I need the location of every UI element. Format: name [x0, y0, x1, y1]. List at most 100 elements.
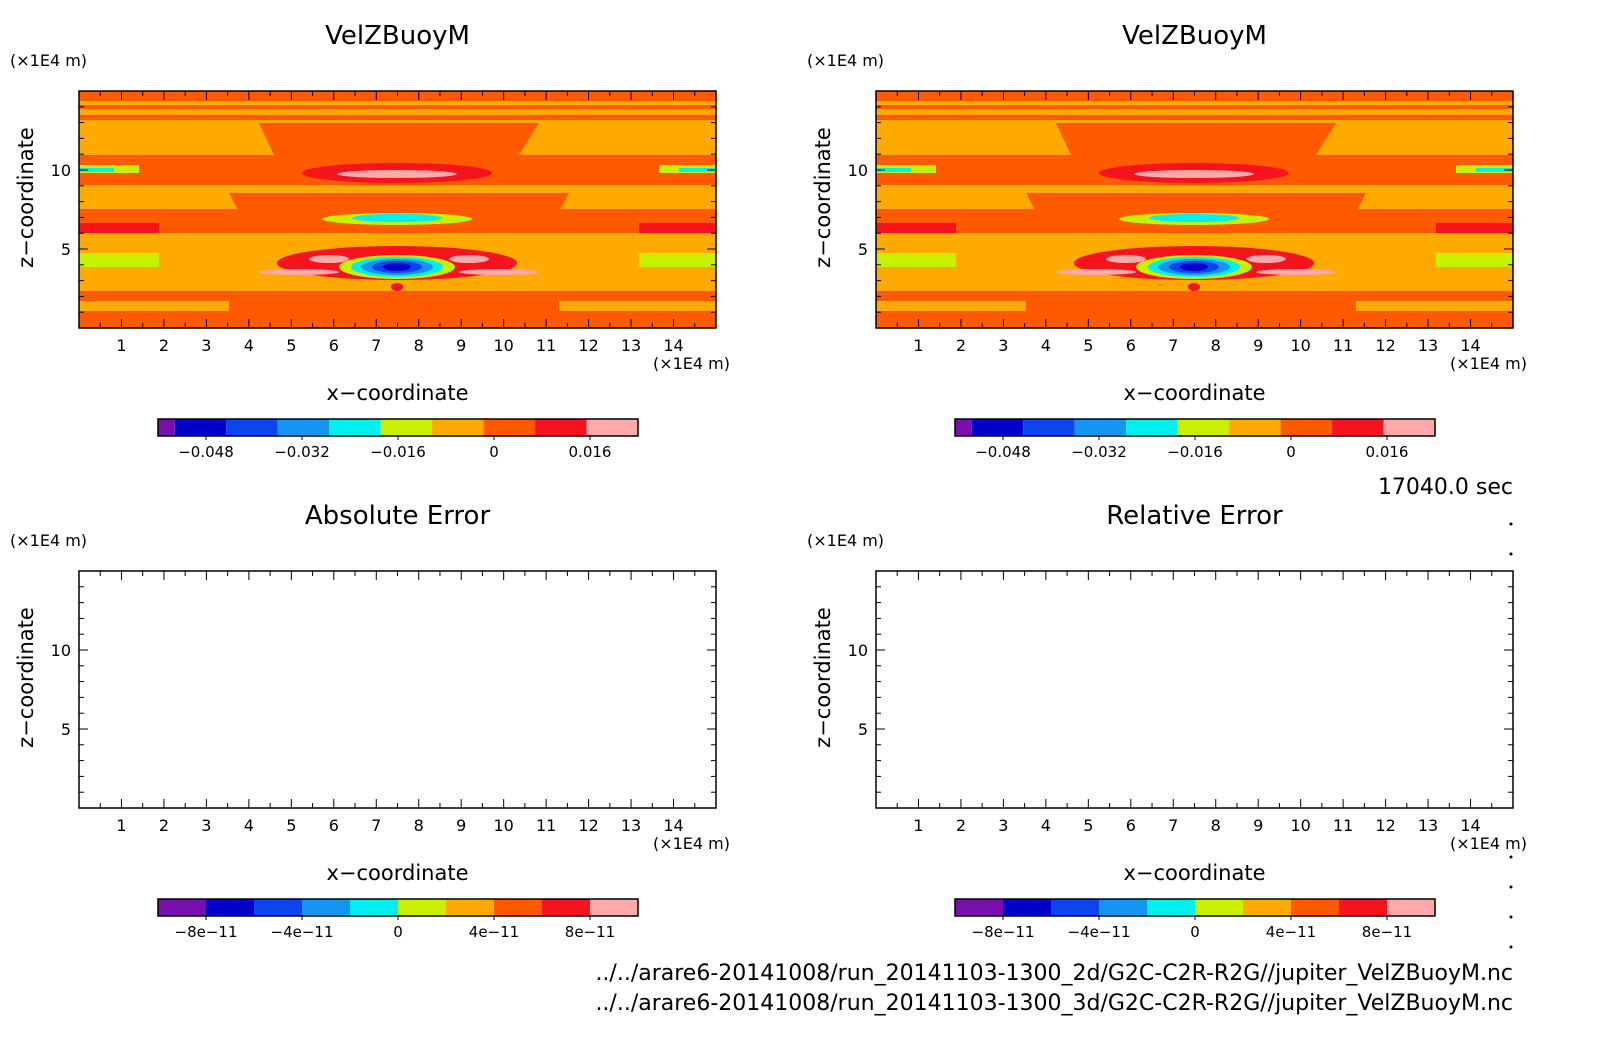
x-tick-label: 3 [201, 816, 211, 835]
x-tick-label: 14 [1460, 816, 1480, 835]
x-tick-label: 9 [1253, 816, 1263, 835]
x-tick-label: 4 [1041, 336, 1051, 355]
colorbar-tick-label: 4e−11 [1266, 923, 1316, 941]
contour-field [876, 91, 1513, 328]
contour-band [679, 168, 716, 172]
x-tick-label: 9 [456, 336, 466, 355]
colorbar-bin [226, 419, 278, 436]
panel-title: VelZBuoyM [325, 21, 470, 51]
x-tick-label: 6 [329, 336, 339, 355]
colorbar-bin [1195, 899, 1243, 916]
contour-band [1436, 223, 1513, 233]
x-tick-label: 6 [1126, 816, 1136, 835]
plot-panel-p4: Relative Error(×1E4 m)(×1E4 m)1 2 3 4 5 6 7 8 9 1… [807, 501, 1527, 885]
colorbar-bin [955, 899, 1003, 916]
x-tick-label: 14 [663, 336, 683, 355]
colorbar-bin [277, 419, 330, 436]
contour-band [876, 127, 996, 147]
y-tick-label: 10 [848, 641, 868, 660]
colorbar-tick-label: −8e−11 [972, 923, 1035, 941]
contour-band [259, 269, 339, 275]
colorbar-bin [446, 899, 494, 916]
x-tick-label: 13 [1418, 816, 1438, 835]
colorbar-bin [971, 419, 1024, 436]
colorbar-bin [158, 419, 175, 436]
colorbar: −0.048 −0.032 −0.016 0 0.016 [157, 418, 639, 461]
x-tick-label: 14 [663, 816, 683, 835]
colorbar-tick-label: 0 [1286, 443, 1296, 461]
x-tick-label: 5 [1083, 336, 1093, 355]
contour-band [1149, 214, 1239, 222]
marker-dot [1509, 945, 1513, 949]
contour-band [79, 223, 159, 233]
contour-band [1256, 269, 1336, 275]
x-tick-label: 5 [286, 816, 296, 835]
y-tick-label: 5 [61, 240, 71, 259]
x-unit-label: (×1E4 m) [1450, 834, 1527, 853]
colorbar-tick-label: 0 [1190, 923, 1200, 941]
contour-band [337, 170, 457, 178]
contour-band [79, 185, 249, 209]
colorbar-bin [380, 419, 433, 436]
panel-title: VelZBuoyM [1122, 21, 1267, 51]
contour-band [1246, 255, 1286, 263]
plot-panel-p2: VelZBuoyM(×1E4 m)(×1E4 m)1 2 3 4 5 6 7 8 9 10 11 12… [807, 21, 1527, 405]
x-axis-label: x−coordinate [326, 381, 468, 405]
x-tick-label: 7 [371, 336, 381, 355]
colorbar-tick-label: 4e−11 [469, 923, 519, 941]
marker-dot [1509, 915, 1513, 919]
x-tick-label: 12 [1375, 336, 1395, 355]
colorbar-bin [1003, 899, 1051, 916]
colorbar-tick-label: 0 [489, 443, 499, 461]
colorbar-bin [158, 899, 206, 916]
x-tick-label: 14 [1460, 336, 1480, 355]
x-tick-label: 4 [1041, 816, 1051, 835]
contour-band [876, 223, 956, 233]
y-tick-label: 10 [51, 641, 71, 660]
marker-dot [1509, 885, 1513, 889]
contour-band [79, 168, 114, 172]
x-tick-label: 8 [1211, 336, 1221, 355]
colorbar-bin [483, 419, 536, 436]
x-tick-label: 7 [1168, 336, 1178, 355]
colorbar-tick-label: 0.016 [1366, 443, 1409, 461]
contour-band [589, 127, 716, 147]
colorbar-tick-label: −0.016 [370, 443, 426, 461]
panel-title: Relative Error [1106, 501, 1283, 531]
contour-band [639, 253, 716, 267]
colorbar-bin [350, 899, 398, 916]
colorbar: −8e−11 −4e−11 0 4e−11 8e−11 [954, 898, 1436, 941]
y-tick-label: 5 [61, 720, 71, 739]
time-label: 17040.0 sec [1378, 475, 1513, 500]
colorbar-bin [1229, 419, 1281, 436]
x-tick-label: 13 [621, 816, 641, 835]
y-axis-label: z−coordinate [14, 607, 38, 748]
y-tick-label: 10 [51, 161, 71, 180]
colorbar-bin [1023, 419, 1075, 436]
colorbar-bin [1147, 899, 1195, 916]
y-tick-label: 10 [848, 161, 868, 180]
colorbar-bin [1383, 419, 1435, 436]
x-tick-label: 4 [244, 816, 254, 835]
contour-band [1386, 127, 1513, 147]
contour-band [79, 127, 199, 147]
x-tick-label: 2 [956, 336, 966, 355]
x-tick-label: 4 [244, 336, 254, 355]
x-tick-label: 3 [998, 336, 1008, 355]
contour-band [549, 185, 716, 209]
x-tick-label: 11 [1333, 336, 1353, 355]
colorbar-bin [1126, 419, 1178, 436]
y-unit-label: (×1E4 m) [807, 531, 884, 550]
colorbar: −8e−11 −4e−11 0 4e−11 8e−11 [157, 898, 639, 941]
x-tick-label: 13 [1418, 336, 1438, 355]
colorbar-bin [494, 899, 542, 916]
contour-band [79, 301, 229, 311]
y-unit-label: (×1E4 m) [807, 51, 884, 70]
contour-band [1476, 168, 1513, 172]
colorbar-tick-label: 8e−11 [565, 923, 615, 941]
x-tick-label: 11 [536, 336, 556, 355]
colorbar-bin [1339, 899, 1387, 916]
contour-band [352, 214, 442, 222]
x-tick-label: 12 [578, 816, 598, 835]
contour-band [1056, 269, 1136, 275]
